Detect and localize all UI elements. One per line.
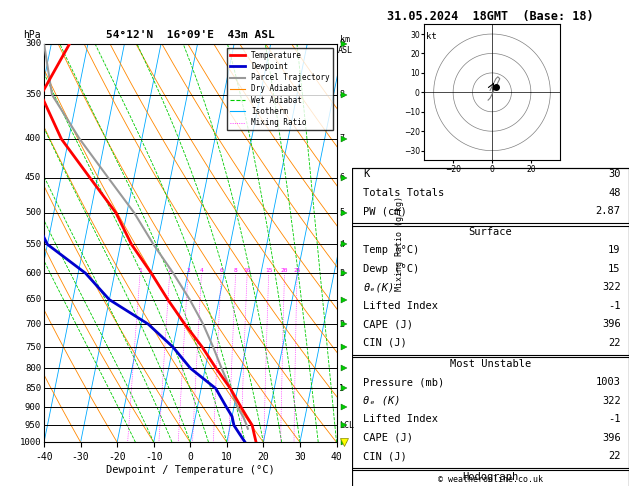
Text: 322: 322	[602, 282, 621, 293]
Legend: Temperature, Dewpoint, Parcel Trajectory, Dry Adiabat, Wet Adiabat, Isotherm, Mi: Temperature, Dewpoint, Parcel Trajectory…	[226, 48, 333, 130]
Text: -1: -1	[608, 301, 621, 311]
Text: 900: 900	[25, 403, 41, 412]
Bar	[352, 168, 629, 486]
Text: 700: 700	[25, 320, 41, 329]
Text: 1: 1	[138, 268, 142, 273]
Text: LCL: LCL	[340, 421, 354, 430]
Text: 5: 5	[340, 208, 345, 217]
Text: 9: 9	[340, 39, 345, 48]
Text: CAPE (J): CAPE (J)	[364, 433, 413, 443]
Text: Lifted Index: Lifted Index	[364, 301, 438, 311]
Text: Mixing Ratio (g/kg): Mixing Ratio (g/kg)	[395, 195, 404, 291]
Text: Hodograph: Hodograph	[462, 472, 519, 482]
Text: 2: 2	[168, 268, 172, 273]
Text: 300: 300	[25, 39, 41, 48]
Text: © weatheronline.co.uk: © weatheronline.co.uk	[438, 474, 543, 484]
Bar	[352, 470, 629, 486]
Text: hPa: hPa	[23, 30, 41, 40]
Text: 800: 800	[25, 364, 41, 373]
Text: 950: 950	[25, 421, 41, 430]
Text: 4: 4	[199, 268, 203, 273]
Text: Most Unstable: Most Unstable	[450, 359, 532, 369]
X-axis label: Dewpoint / Temperature (°C): Dewpoint / Temperature (°C)	[106, 465, 275, 475]
Text: 500: 500	[25, 208, 41, 217]
Text: 3: 3	[186, 268, 190, 273]
Text: 600: 600	[25, 269, 41, 278]
Text: 4: 4	[340, 240, 345, 249]
Bar	[352, 226, 629, 355]
Text: 19: 19	[608, 245, 621, 256]
Text: 3: 3	[340, 269, 345, 278]
Text: 396: 396	[602, 433, 621, 443]
Text: 1003: 1003	[596, 377, 621, 387]
Text: CAPE (J): CAPE (J)	[364, 319, 413, 330]
Text: Temp (°C): Temp (°C)	[364, 245, 420, 256]
Text: θₑ (K): θₑ (K)	[364, 396, 401, 406]
Text: Lifted Index: Lifted Index	[364, 414, 438, 424]
Text: Dewp (°C): Dewp (°C)	[364, 264, 420, 274]
Text: 25: 25	[293, 268, 301, 273]
Text: 22: 22	[608, 451, 621, 461]
Text: CIN (J): CIN (J)	[364, 338, 407, 348]
Text: 1: 1	[340, 384, 345, 393]
Text: PW (cm): PW (cm)	[364, 206, 407, 216]
Text: 396: 396	[602, 319, 621, 330]
Text: 2.87: 2.87	[596, 206, 621, 216]
Text: θₑ(K): θₑ(K)	[364, 282, 394, 293]
Text: 350: 350	[25, 90, 41, 99]
Text: 8: 8	[234, 268, 238, 273]
Text: km
ASL: km ASL	[338, 35, 353, 54]
Text: 30: 30	[608, 169, 621, 179]
Bar	[352, 357, 629, 468]
Text: Totals Totals: Totals Totals	[364, 188, 445, 198]
Text: 850: 850	[25, 384, 41, 393]
Text: 322: 322	[602, 396, 621, 406]
Text: 15: 15	[608, 264, 621, 274]
Text: 400: 400	[25, 135, 41, 143]
Text: 750: 750	[25, 343, 41, 351]
Text: 54°12'N  16°09'E  43m ASL: 54°12'N 16°09'E 43m ASL	[106, 30, 275, 40]
Text: 650: 650	[25, 295, 41, 304]
Text: 6: 6	[340, 174, 345, 182]
Text: 20: 20	[281, 268, 288, 273]
Text: CIN (J): CIN (J)	[364, 451, 407, 461]
Text: 450: 450	[25, 174, 41, 182]
Text: 550: 550	[25, 240, 41, 249]
Text: 7: 7	[340, 135, 345, 143]
Text: 1000: 1000	[19, 438, 41, 447]
Text: 15: 15	[265, 268, 272, 273]
Text: 2: 2	[340, 320, 345, 329]
Text: 6: 6	[220, 268, 223, 273]
Text: 31.05.2024  18GMT  (Base: 18): 31.05.2024 18GMT (Base: 18)	[387, 10, 594, 23]
Text: K: K	[364, 169, 370, 179]
Text: 22: 22	[608, 338, 621, 348]
Text: Surface: Surface	[469, 227, 513, 237]
Text: Pressure (mb): Pressure (mb)	[364, 377, 445, 387]
Text: 8: 8	[340, 90, 345, 99]
Text: 10: 10	[243, 268, 251, 273]
Text: -1: -1	[608, 414, 621, 424]
Text: 48: 48	[608, 188, 621, 198]
Bar	[352, 168, 629, 223]
